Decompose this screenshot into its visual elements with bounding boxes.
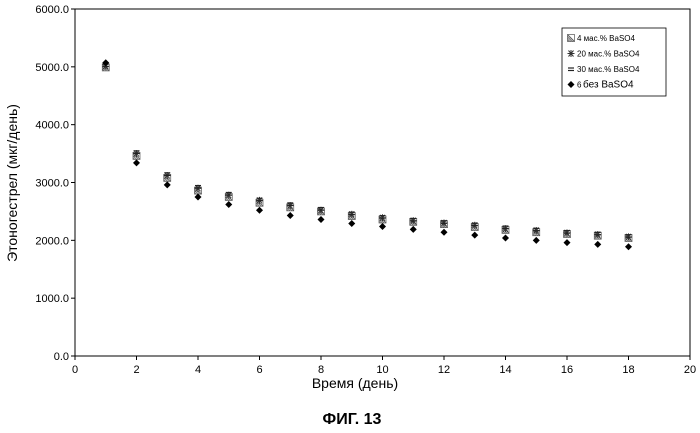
data-point	[195, 193, 202, 200]
y-tick-label: 1000.0	[35, 293, 69, 305]
legend-label: 20 мас.% BaSO4	[577, 50, 640, 59]
data-point	[256, 207, 263, 214]
data-point	[225, 201, 232, 208]
series-3	[103, 64, 632, 237]
x-tick-label: 2	[133, 364, 139, 376]
legend-label: без BaSO4	[583, 79, 634, 91]
x-tick-label: 16	[561, 364, 573, 376]
figure-caption: ФИГ. 13	[323, 411, 382, 428]
data-series	[102, 59, 632, 250]
legend-item: 20 мас.% BaSO4	[568, 50, 640, 59]
series-1	[102, 64, 632, 242]
x-tick-label: 6	[256, 364, 262, 376]
y-tick-label: 2000.0	[35, 235, 69, 247]
series-2	[102, 63, 632, 241]
data-point	[348, 220, 355, 227]
y-tick-label: 5000.0	[35, 62, 69, 74]
legend-prefix: 6	[577, 81, 582, 90]
legend-label: 30 мас.% BaSO4	[577, 65, 640, 74]
data-point	[133, 159, 140, 166]
y-axis-ticks: 0.0 1000.0 2000.0 3000.0 4000.0 5000.0 6000.0	[35, 4, 75, 363]
y-tick-label: 6000.0	[35, 4, 69, 16]
x-tick-label: 12	[438, 364, 450, 376]
x-axis-ticks: 02468101214161820	[72, 356, 696, 376]
legend-label: 4 мас.% BaSO4	[577, 34, 636, 43]
x-tick-label: 20	[684, 364, 696, 376]
legend-item: 30 мас.% BaSO4	[568, 65, 640, 74]
legend-item: 4 мас.% BaSO4	[568, 34, 636, 43]
legend-marker	[568, 50, 575, 57]
x-tick-label: 14	[499, 364, 511, 376]
data-point	[594, 241, 601, 248]
series-4	[102, 59, 632, 250]
data-point	[502, 235, 509, 242]
legend: 4 мас.% BaSO4 20 мас.% BaSO4 30 мас.% BaSO…	[562, 28, 666, 96]
data-point	[533, 237, 540, 244]
x-axis-label: Время (день)	[312, 375, 398, 391]
data-point	[379, 223, 386, 230]
y-axis-label: Этоногестрел (мкг/день)	[4, 104, 20, 262]
data-point	[564, 239, 571, 246]
y-tick-label: 0.0	[54, 351, 69, 363]
y-tick-label: 3000.0	[35, 178, 69, 190]
data-point	[318, 216, 325, 223]
x-tick-label: 4	[195, 364, 201, 376]
data-point	[471, 232, 478, 239]
x-tick-label: 18	[622, 364, 634, 376]
data-point	[441, 229, 448, 236]
data-point	[625, 243, 632, 250]
x-tick-label: 0	[72, 364, 78, 376]
y-tick-label: 4000.0	[35, 120, 69, 132]
data-point	[287, 212, 294, 219]
legend-item: 6без BaSO4	[568, 79, 635, 91]
data-point	[164, 181, 171, 188]
data-point	[410, 226, 417, 233]
